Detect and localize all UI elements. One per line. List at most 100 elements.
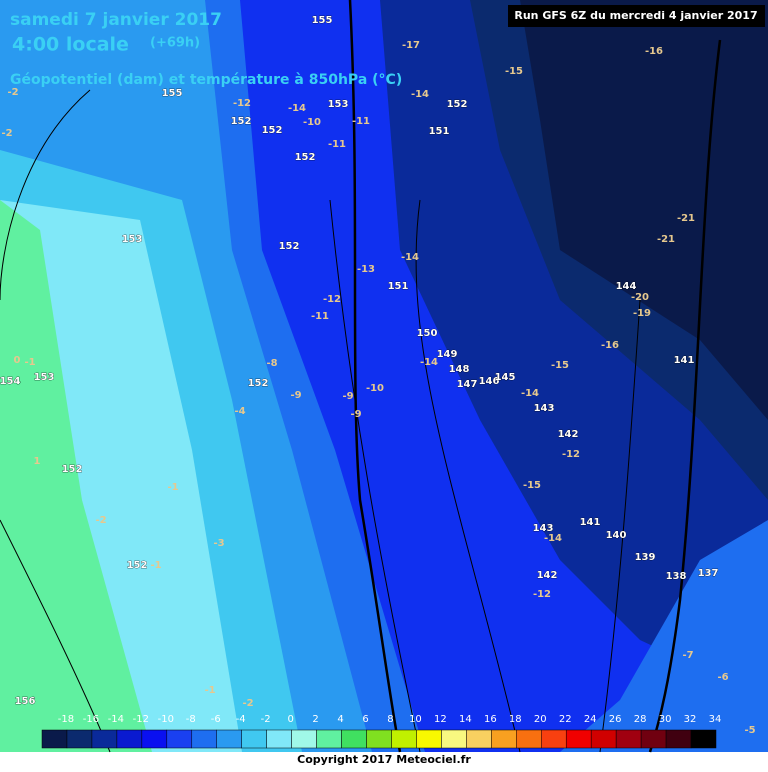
legend-swatch: [216, 729, 242, 749]
temperature-label: -15: [523, 480, 541, 491]
temperature-label: -2: [242, 698, 253, 709]
temperature-label: -19: [633, 308, 651, 319]
temperature-label: -21: [677, 213, 695, 224]
legend-label: 0: [287, 714, 293, 725]
legend-swatch: [41, 729, 68, 749]
geopotential-label: 153: [122, 234, 143, 245]
legend-label: -6: [211, 714, 221, 725]
geopotential-label: 156: [15, 696, 36, 707]
legend-swatch: [66, 729, 93, 749]
temperature-label: -14: [521, 388, 539, 399]
legend-swatch: [316, 729, 342, 749]
run-box: [508, 5, 765, 27]
geopotential-label: 141: [580, 517, 601, 528]
temperature-label: -16: [601, 340, 619, 351]
geopotential-label: 140: [606, 530, 627, 541]
geopotential-label: 142: [558, 429, 579, 440]
temperature-label: -1: [24, 357, 35, 368]
geopotential-label: 152: [62, 464, 83, 475]
geopotential-label: 152: [447, 99, 468, 110]
temperature-label: -21: [657, 234, 675, 245]
temperature-label: -20: [631, 292, 649, 303]
temperature-label: -13: [357, 264, 375, 275]
temperature-label: -2: [7, 87, 18, 98]
geopotential-label: 155: [312, 15, 333, 26]
temperature-label: -11: [352, 116, 370, 127]
temperature-label: -8: [266, 358, 277, 369]
temperature-label: -2: [95, 515, 106, 526]
legend-swatch: [191, 729, 217, 749]
legend-swatch: [366, 729, 392, 749]
temperature-label: -14: [420, 357, 438, 368]
temperature-label: -9: [342, 391, 353, 402]
legend-swatch: [341, 729, 367, 749]
geopotential-label: 151: [429, 126, 450, 137]
geopotential-label: 150: [417, 328, 438, 339]
temperature-label: -6: [717, 672, 728, 683]
legend-swatch: [441, 729, 467, 749]
legend-swatch: [266, 729, 292, 749]
geopotential-label: 146: [479, 376, 500, 387]
legend-label: 22: [559, 714, 572, 725]
geopotential-label: 145: [495, 372, 516, 383]
legend-swatch: [640, 729, 667, 749]
legend-swatch: [241, 729, 267, 749]
geopotential-label: 139: [635, 552, 656, 563]
legend-label: -16: [83, 714, 99, 725]
geopotential-label: 141: [674, 355, 695, 366]
subtitle: Géopotentiel (dam) et température à 850h…: [10, 72, 402, 88]
legend-swatch: [690, 729, 717, 749]
geopotential-label: 153: [34, 372, 55, 383]
color-legend: -18 -16 -14 -12 -10 -8 -6 -4 -2 0 2 4 6 8 10 12 14 16 18 20…: [41, 714, 721, 749]
legend-label: -8: [186, 714, 196, 725]
temperature-label: -16: [645, 46, 663, 57]
lead-time: (+69h): [150, 36, 200, 51]
geopotential-label: 152: [262, 125, 283, 136]
legend-swatch: [491, 729, 517, 749]
geopotential-label: 152: [248, 378, 269, 389]
legend-swatch: [590, 729, 617, 749]
temperature-label: -3: [213, 538, 224, 549]
temperature-label: -10: [303, 117, 321, 128]
temperature-label: -14: [544, 533, 562, 544]
legend-label: -12: [133, 714, 149, 725]
temperature-label: -10: [366, 383, 384, 394]
temperature-label: -12: [562, 449, 580, 460]
temperature-label: -2: [1, 128, 12, 139]
temperature-label: -12: [233, 98, 251, 109]
legend-swatch: [416, 729, 442, 749]
legend-label: 8: [387, 714, 393, 725]
geopotential-label: 149: [437, 349, 458, 360]
legend-label: 16: [484, 714, 497, 725]
local-time: 4:00 locale: [12, 34, 129, 56]
legend-swatch: [615, 729, 642, 749]
run-info: Run GFS 6Z du mercredi 4 janvier 2017: [514, 9, 757, 22]
legend-swatch: [291, 729, 317, 749]
temperature-label: -12: [323, 294, 341, 305]
legend-label: 14: [459, 714, 472, 725]
geopotential-label: 155: [162, 88, 183, 99]
temperature-label: -1: [150, 560, 161, 571]
legend-label: 4: [337, 714, 343, 725]
legend-swatch: [541, 729, 567, 749]
legend-swatch: [141, 729, 168, 749]
legend-swatch: [466, 729, 492, 749]
temperature-label: -15: [505, 66, 523, 77]
temperature-label: -15: [551, 360, 569, 371]
temperature-label: -7: [682, 650, 693, 661]
geopotential-label: 152: [295, 152, 316, 163]
legend-label: 2: [312, 714, 318, 725]
temperature-label: 0: [14, 355, 21, 366]
legend-label: 6: [362, 714, 368, 725]
legend-label: -4: [236, 714, 246, 725]
geopotential-label: 137: [698, 568, 719, 579]
geopotential-label: 148: [449, 364, 470, 375]
legend-label: 18: [509, 714, 522, 725]
title: samedi 7 janvier 2017: [10, 10, 222, 30]
temperature-label: -1: [167, 482, 178, 493]
temperature-label: -11: [328, 139, 346, 150]
geopotential-label: 152: [231, 116, 252, 127]
legend-swatch: [91, 729, 118, 749]
legend-label: 20: [534, 714, 547, 725]
